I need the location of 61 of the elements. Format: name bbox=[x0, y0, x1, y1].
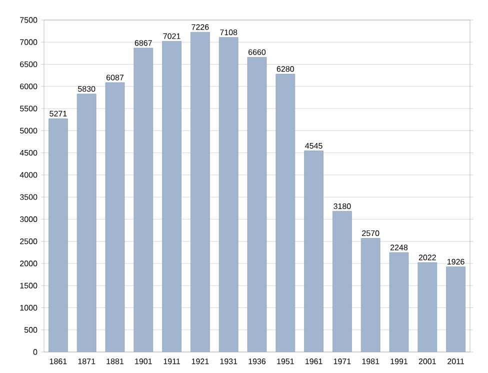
y-tick-label: 4000 bbox=[20, 172, 38, 178]
x-tick-label: 1936 bbox=[248, 358, 266, 364]
bar bbox=[162, 41, 182, 352]
x-tick-label: 1881 bbox=[106, 358, 124, 364]
x-tick-label: 1871 bbox=[78, 358, 96, 364]
bar bbox=[446, 266, 466, 352]
data-label: 6867 bbox=[134, 40, 152, 46]
y-tick-label: 5000 bbox=[20, 128, 38, 134]
data-label: 7021 bbox=[163, 33, 180, 40]
y-tick-label: 3000 bbox=[20, 216, 38, 222]
data-label: 2570 bbox=[362, 230, 380, 236]
x-tick-label: 2001 bbox=[418, 358, 436, 364]
data-label: 2022 bbox=[418, 254, 436, 260]
y-tick-label: 5500 bbox=[20, 106, 38, 112]
y-tick-label: 4500 bbox=[20, 150, 38, 156]
data-label: 2248 bbox=[390, 244, 408, 250]
x-tick-label: 1901 bbox=[135, 358, 152, 364]
y-tick-label: 7000 bbox=[20, 39, 38, 45]
bar bbox=[190, 32, 210, 352]
y-tick-label: 500 bbox=[24, 327, 38, 333]
y-tick-label: 2500 bbox=[20, 238, 38, 244]
data-label: 3180 bbox=[334, 203, 351, 210]
y-tick-label: 2000 bbox=[20, 260, 38, 266]
data-label: 6280 bbox=[276, 66, 294, 72]
x-tick-label: 1951 bbox=[277, 358, 294, 364]
x-tick-label: 1861 bbox=[50, 358, 67, 364]
x-tick-label: 1931 bbox=[220, 358, 238, 364]
bar bbox=[77, 94, 96, 352]
y-tick-label: 1500 bbox=[20, 282, 38, 288]
data-label: 4545 bbox=[305, 143, 322, 149]
bar bbox=[390, 252, 408, 352]
bar bbox=[304, 150, 324, 352]
y-tick-label: 6000 bbox=[20, 84, 38, 90]
bar bbox=[418, 262, 437, 352]
x-tick-label: 1921 bbox=[192, 358, 209, 364]
data-label: 5830 bbox=[78, 86, 96, 92]
y-tick-label: 0 bbox=[33, 349, 38, 355]
bar bbox=[361, 238, 380, 352]
x-tick-label: 1961 bbox=[306, 358, 322, 364]
y-tick-label: 6500 bbox=[20, 61, 38, 68]
bar bbox=[134, 48, 153, 352]
data-label: 5271 bbox=[50, 110, 67, 116]
data-label: 1926 bbox=[448, 258, 464, 265]
y-tick-label: 7500 bbox=[20, 17, 38, 23]
bar bbox=[332, 211, 352, 352]
x-tick-label: 1911 bbox=[164, 358, 180, 364]
x-tick-label: 1991 bbox=[390, 358, 408, 364]
bar bbox=[248, 57, 266, 352]
bar bbox=[219, 37, 238, 352]
data-label: 7108 bbox=[220, 29, 238, 36]
bar bbox=[48, 118, 68, 352]
x-tick-label: 2011 bbox=[448, 358, 464, 364]
data-label: 7226 bbox=[192, 24, 209, 30]
data-label: 6087 bbox=[106, 74, 124, 80]
data-label: 6660 bbox=[248, 49, 266, 55]
y-tick-label: 1000 bbox=[20, 304, 38, 311]
x-tick-label: 1971 bbox=[334, 358, 351, 364]
bar bbox=[276, 74, 295, 352]
bar bbox=[106, 82, 124, 352]
y-tick-label: 3500 bbox=[20, 194, 38, 200]
x-tick-label: 1981 bbox=[362, 358, 380, 364]
